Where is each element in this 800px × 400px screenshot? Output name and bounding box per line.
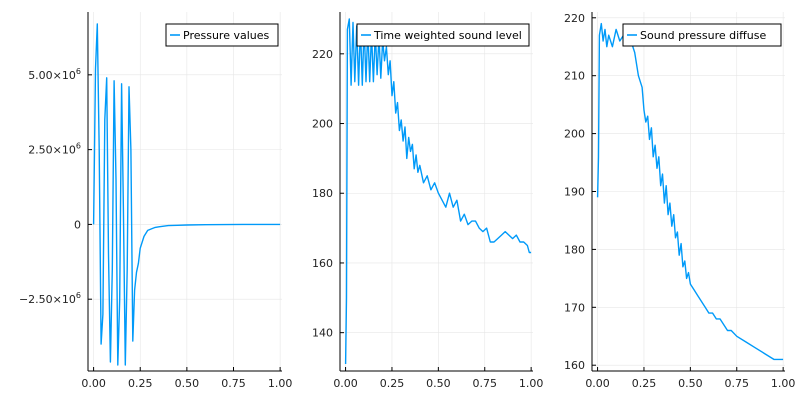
x-tick-label: 0.00 — [333, 377, 358, 390]
series-line — [596, 22, 784, 361]
chart-panel-3: 0.00 0.25 0.50 0.75 1.00 160 170 180 190 200 210 22… — [564, 12, 795, 390]
x-tick-label: 0.75 — [725, 377, 750, 390]
y-tick-label: 140 — [312, 327, 333, 340]
y-tick-label: 190 — [564, 186, 585, 199]
legend-label: Sound pressure diffuse — [640, 29, 766, 42]
y-tick-label: 220 — [564, 12, 585, 25]
x-tick-label: 0.50 — [175, 377, 200, 390]
x-tick-label: 0.25 — [128, 377, 153, 390]
legend-box — [165, 23, 279, 47]
y-tick-label: 160 — [564, 359, 585, 372]
y-tick-label: 210 — [564, 70, 585, 83]
y-tick-label: 160 — [312, 257, 333, 270]
x-tick-label: 1.00 — [268, 377, 293, 390]
y-tick-label: 0 — [74, 218, 81, 231]
legend: Time weighted sound level — [356, 23, 530, 47]
x-tick-label: 0.75 — [473, 377, 498, 390]
x-tick-label: 0.25 — [632, 377, 657, 390]
legend: Pressure values — [165, 23, 279, 47]
legend-box — [622, 23, 782, 47]
series-line — [344, 18, 532, 365]
series-line — [92, 23, 281, 366]
y-tick-label: 2.50×106 — [28, 142, 81, 157]
legend-box — [356, 23, 530, 47]
x-tick-label: 1.00 — [519, 377, 544, 390]
legend-label: Time weighted sound level — [373, 29, 522, 42]
x-tick-label: 0.25 — [380, 377, 405, 390]
y-tick-label: 220 — [312, 48, 333, 61]
y-tick-label: 170 — [564, 301, 585, 314]
x-tick-label: 0.00 — [585, 377, 610, 390]
x-tick-label: 0.50 — [426, 377, 451, 390]
y-tick-label: 200 — [564, 128, 585, 141]
chart-panel-1: 0.00 0.25 0.50 0.75 1.00 −2.50×106 0 2.50×106 5.… — [19, 12, 292, 390]
legend-label: Pressure values — [183, 29, 270, 42]
chart-panel-2: 0.00 0.25 0.50 0.75 1.00 140 160 180 200 220 Time … — [312, 12, 543, 390]
x-tick-label: 0.00 — [81, 377, 106, 390]
y-tick-label: −2.50×106 — [19, 291, 81, 306]
y-tick-label: 180 — [312, 187, 333, 200]
legend: Sound pressure diffuse — [622, 23, 782, 47]
x-tick-label: 1.00 — [771, 377, 796, 390]
y-tick-label: 200 — [312, 118, 333, 131]
y-tick-label: 5.00×106 — [28, 67, 81, 82]
x-tick-label: 0.50 — [678, 377, 703, 390]
x-tick-label: 0.75 — [221, 377, 246, 390]
y-tick-label: 180 — [564, 243, 585, 256]
